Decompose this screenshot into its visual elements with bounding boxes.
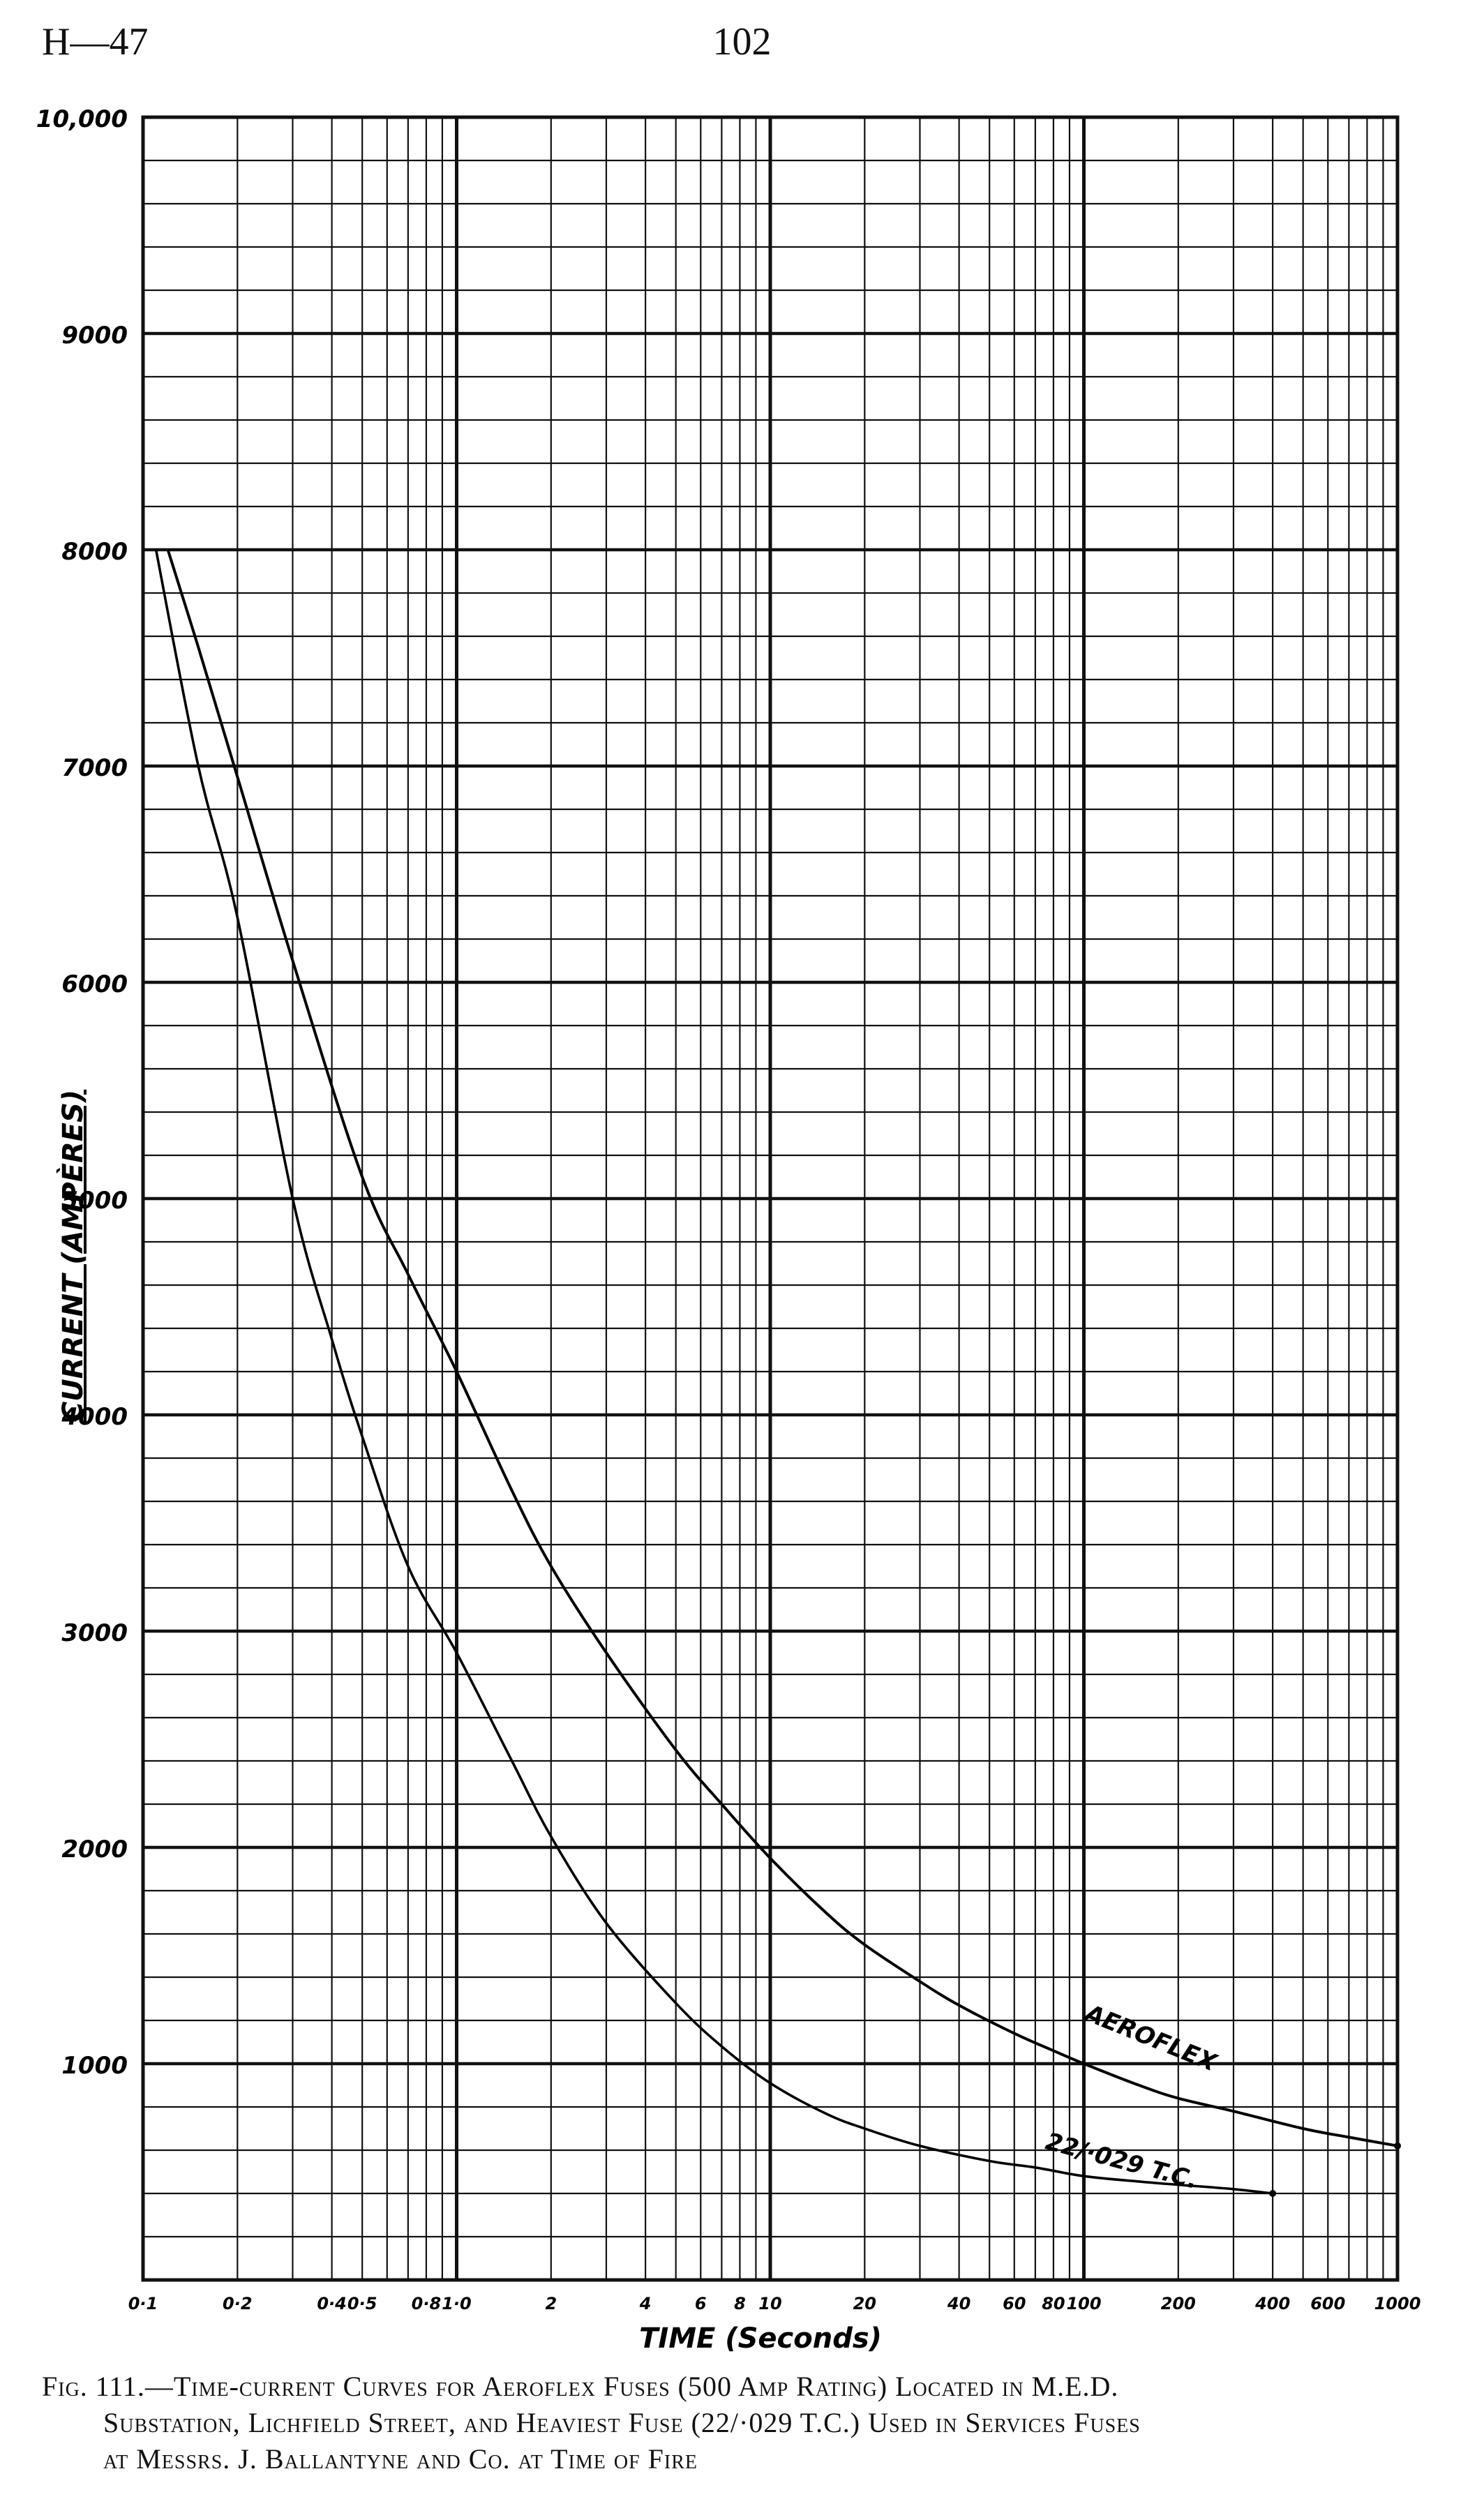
x-tick-label: 0·8 [412,2294,442,2313]
x-tick-label: 0·1 [128,2294,158,2313]
series-end-point [1394,2142,1401,2149]
x-tick-label: 1·0 [442,2294,472,2313]
x-tick-label: 6 [695,2294,707,2313]
figure-caption: Fig. 111.—Time-current Curves for Aerofl… [42,2369,1458,2477]
y-axis-label: CURRENT (AMPÈRES) [56,1090,89,1422]
x-tick-label: 8 [734,2294,746,2313]
page-number: 102 [712,20,772,63]
y-tick-label: 2000 [61,1836,128,1863]
y-tick-label: 5000 [61,1187,128,1215]
x-tick-label: 200 [1161,2294,1196,2313]
y-tick-labels: 1000 2000 3000 4000 5000 6000 7000 8000 9000 10,0… [36,105,128,2080]
x-tick-label: 60 [1003,2294,1026,2313]
y-tick-label: 6000 [61,970,128,998]
x-tick-label: 0·2 [223,2294,253,2313]
y-tick-label: 8000 [61,538,128,566]
x-tick-label: 4 [639,2294,652,2313]
y-tick-label: 10,000 [36,105,128,133]
series-label: AEROFLEX [1079,1999,1222,2078]
x-tick-label: 80 [1042,2294,1065,2313]
x-tick-label: 40 [947,2294,970,2313]
caption-line-3: at Messrs. J. Ballantyne and Co. at Time… [103,2443,698,2475]
x-axis-label: TIME (Seconds) [639,2323,882,2355]
x-tick-label: 0·4 [317,2294,347,2313]
series-line-aeroflex [166,549,1398,2147]
series-label: 22/·029 T.C. [1042,2127,1200,2195]
series-end-point [1269,2190,1277,2197]
y-tick-label: 3000 [61,1619,128,1647]
caption-line-1: Fig. 111.—Time-current Curves for Aerofl… [42,2371,1119,2402]
x-tick-label: 600 [1310,2294,1345,2313]
x-tick-label: 20 [853,2294,876,2313]
y-tick-label: 7000 [61,754,128,782]
x-tick-label: 100 [1066,2294,1101,2313]
y-tick-label: 4000 [61,1403,128,1431]
x-tick-label: 1000 [1374,2294,1421,2313]
plot-frame [141,115,1400,2282]
caption-line-2: Substation, Lichfield Street, and Heavie… [103,2407,1141,2438]
chart-grid-major [143,117,1397,2280]
series-layer [154,549,1401,2197]
y-tick-label: 9000 [61,322,128,350]
x-tick-label: 400 [1254,2294,1290,2313]
x-tick-labels: 0·1 0·2 0·4 0·5 0·8 1·0 2 4 6 8 10 20 40 60 80 100 200 40… [128,2294,1421,2313]
x-tick-label: 0·5 [347,2294,377,2313]
x-tick-label: 2 [545,2294,557,2313]
time-current-chart: 1000 2000 3000 4000 5000 6000 7000 8000 9000 10,0… [36,105,1421,2355]
x-tick-label: 10 [758,2294,781,2313]
series-line-tc-fuse [154,549,1273,2195]
y-tick-label: 1000 [61,2052,128,2080]
page-header-left: H—47 [42,20,149,63]
